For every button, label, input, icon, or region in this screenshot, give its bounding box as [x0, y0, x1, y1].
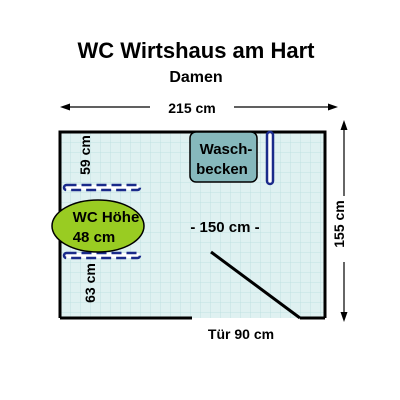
- plan-subtitle: Damen: [169, 69, 222, 86]
- inner-span-label: - 150 cm -: [190, 219, 259, 236]
- wc-upper-gap-label: 59 cm: [77, 135, 93, 175]
- width-label: 215 cm: [168, 100, 215, 116]
- door-label: Tür 90 cm: [208, 326, 274, 342]
- plan-title: WC Wirtshaus am Hart: [78, 38, 316, 63]
- wc-grab-bar-lower: [64, 253, 140, 258]
- wc-lower-gap-label: 63 cm: [82, 263, 98, 303]
- wc-label-line2: 48 cm: [73, 229, 116, 246]
- wc-grab-bar-upper: [64, 185, 140, 190]
- depth-label: 155 cm: [331, 200, 347, 247]
- sink-label-line1: Wasch-: [200, 141, 253, 158]
- sink-label-line2: becken: [196, 161, 248, 178]
- wc-label-line1: WC Höhe: [73, 209, 140, 226]
- sink-grab-bar: [267, 132, 273, 184]
